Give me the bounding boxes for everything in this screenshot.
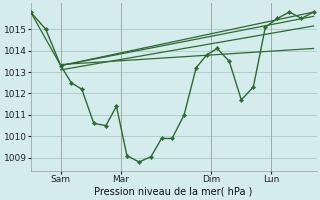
X-axis label: Pression niveau de la mer( hPa ): Pression niveau de la mer( hPa ) — [94, 187, 253, 197]
